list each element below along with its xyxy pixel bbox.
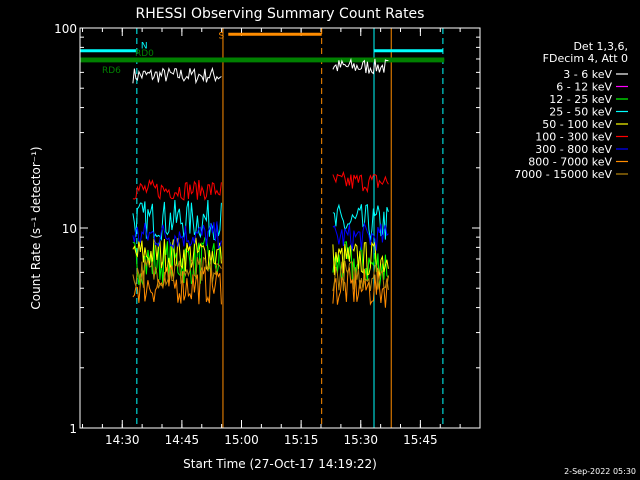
flag-label: RD0 (135, 49, 154, 59)
x-tick-label: 15:15 (284, 433, 319, 447)
chart-title: RHESSI Observing Summary Count Rates (136, 6, 425, 22)
flag-label: N (141, 42, 148, 52)
series-line (332, 57, 389, 75)
series-line (132, 66, 222, 85)
legend-header: Det 1,3,6, (573, 40, 628, 53)
legend-label: 3 - 6 keV (563, 68, 612, 81)
series-line (132, 256, 222, 289)
legend-label: 300 - 800 keV (535, 143, 612, 156)
legend-label: 25 - 50 keV (549, 106, 612, 119)
series-line (332, 170, 389, 194)
legend-label: 12 - 25 keV (549, 93, 612, 106)
x-axis-label: Start Time (27-Oct-17 14:19:22) (183, 457, 377, 471)
plot-frame (79, 27, 481, 429)
series-line (332, 221, 389, 251)
flag-label: S (219, 31, 225, 41)
legend-label: 800 - 7000 keV (528, 156, 612, 169)
series-line (332, 260, 389, 292)
x-tick-label: 15:30 (343, 433, 378, 447)
chart-marks: 14:30 14:45 15:00 15:15 15:30 15:45 1 10 100 N S RD… (54, 22, 481, 447)
legend-label: 100 - 300 keV (535, 131, 612, 144)
x-tick-label: 14:30 (105, 433, 140, 447)
series-line (332, 203, 389, 241)
series-line (132, 221, 222, 250)
series-line (132, 178, 222, 201)
legend-label: 7000 - 15000 keV (514, 168, 612, 181)
series-line (132, 265, 222, 305)
y-tick-label: 1 (69, 422, 77, 436)
x-tick-label: 15:00 (224, 433, 259, 447)
legend-label: 50 - 100 keV (542, 118, 612, 131)
date-stamp: 2-Sep-2022 05:30 (564, 467, 636, 476)
x-tick-label: 14:45 (165, 433, 200, 447)
y-axis-label: Count Rate (s⁻¹ detector⁻¹) (29, 146, 43, 309)
flag-label: RD6 (102, 66, 121, 76)
series-line (132, 199, 222, 242)
legend-header: FDecim 4, Att 0 (543, 52, 628, 65)
y-tick-label: 10 (62, 222, 77, 236)
legend-label: 6 - 12 keV (556, 81, 612, 94)
x-tick-label: 15:45 (403, 433, 438, 447)
series-line (332, 240, 389, 277)
series-line (132, 237, 222, 273)
y-tick-label: 100 (54, 22, 77, 36)
